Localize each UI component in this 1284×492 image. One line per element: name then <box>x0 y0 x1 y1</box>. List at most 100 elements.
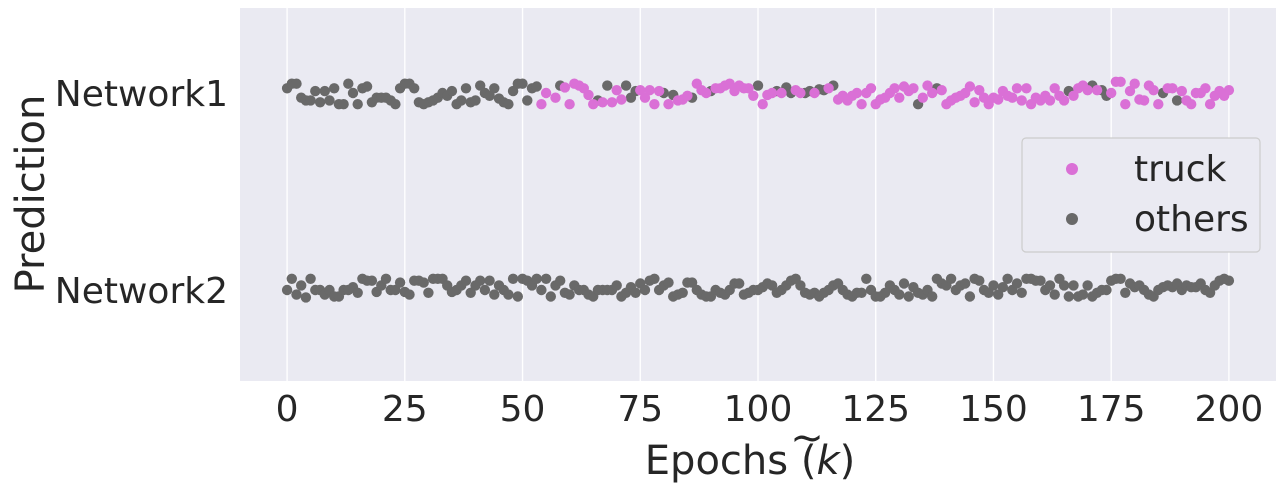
data-point-truck <box>1049 83 1060 94</box>
x-gridlines <box>286 8 1230 381</box>
x-axis-label: Epochs (k) <box>645 438 855 484</box>
data-point-others <box>319 85 330 97</box>
data-point-truck <box>653 85 665 97</box>
data-point-truck <box>559 82 571 93</box>
data-point-truck <box>583 89 594 101</box>
data-point-others <box>1002 273 1013 284</box>
data-point-others <box>898 278 910 289</box>
data-point-others <box>531 273 542 284</box>
data-point-others <box>517 78 528 89</box>
data-point-others <box>446 85 458 97</box>
data-point-truck <box>588 99 599 110</box>
data-point-others <box>503 99 514 110</box>
data-point-others <box>1063 291 1075 302</box>
x-tick-label: 25 <box>382 389 428 430</box>
data-point-others <box>456 95 467 106</box>
legend-marker-others <box>1066 213 1078 225</box>
data-point-truck <box>606 97 618 108</box>
data-point-others <box>960 278 971 289</box>
data-point-truck <box>969 97 980 108</box>
x-axis-label-tilde: ~ <box>790 415 824 461</box>
data-point-truck <box>1153 99 1164 110</box>
data-point-others <box>352 287 363 298</box>
data-point-others <box>484 90 495 102</box>
y-tick-label: Network1 <box>55 74 228 115</box>
data-point-truck <box>1186 99 1197 110</box>
data-point-others <box>1101 284 1112 296</box>
data-point-truck <box>1068 90 1079 102</box>
legend-marker-truck <box>1066 163 1078 175</box>
data-point-others <box>484 275 495 286</box>
x-tick-label: 150 <box>959 389 1028 430</box>
data-point-others <box>296 280 307 291</box>
data-point-others <box>686 277 698 288</box>
data-point-others <box>460 275 472 286</box>
data-point-truck <box>724 78 735 89</box>
data-point-others <box>734 278 745 289</box>
legend-label-others: others <box>1134 199 1249 240</box>
data-point-truck <box>936 85 947 96</box>
data-point-others <box>545 291 556 302</box>
data-point-truck <box>964 81 976 92</box>
y-axis-label: Prediction <box>8 95 54 294</box>
data-point-others <box>983 287 994 298</box>
data-point-truck <box>536 99 547 110</box>
legend-box <box>1021 137 1261 253</box>
data-point-truck <box>1016 95 1027 106</box>
x-tick-label: 75 <box>617 389 663 430</box>
data-point-truck <box>1120 99 1131 110</box>
data-point-others <box>649 273 660 284</box>
x-tick-label: 125 <box>841 389 910 430</box>
data-point-others <box>540 273 552 284</box>
data-point-others <box>997 282 1009 293</box>
data-point-others <box>1204 287 1216 298</box>
x-tick-label: 200 <box>1195 389 1264 430</box>
data-point-others <box>639 284 651 296</box>
data-point-others <box>1115 273 1126 284</box>
data-point-truck <box>1167 83 1178 94</box>
data-point-others <box>1011 278 1023 289</box>
data-point-truck <box>917 92 928 103</box>
data-point-others <box>475 275 486 286</box>
data-point-others <box>752 80 764 91</box>
data-point-truck <box>644 85 655 96</box>
data-point-others <box>390 284 401 296</box>
data-point-others <box>479 284 491 296</box>
data-point-others <box>555 275 566 286</box>
data-point-truck <box>597 97 608 108</box>
x-tick-label: 0 <box>276 389 299 430</box>
data-point-truck <box>1044 95 1056 106</box>
data-point-others <box>536 284 547 296</box>
data-point-truck <box>908 83 919 94</box>
data-point-others <box>630 287 641 298</box>
data-point-others <box>470 95 481 106</box>
data-point-truck <box>856 99 867 110</box>
data-point-others <box>531 81 542 92</box>
data-point-truck <box>1204 99 1216 110</box>
data-point-others <box>361 81 373 92</box>
data-point-others <box>974 275 985 286</box>
data-point-others <box>1171 95 1183 106</box>
data-point-truck <box>809 87 820 99</box>
data-point-others <box>861 273 872 284</box>
data-point-truck <box>1124 85 1136 97</box>
data-point-truck <box>682 90 693 102</box>
legend: truck others <box>1021 137 1261 253</box>
data-point-others <box>460 83 472 94</box>
data-point-truck <box>639 92 651 103</box>
data-point-others <box>856 287 867 298</box>
data-point-others <box>314 97 326 108</box>
x-tick-label: 175 <box>1077 389 1146 430</box>
data-point-others <box>611 280 622 291</box>
data-point-truck <box>1106 87 1117 99</box>
data-point-others <box>291 289 302 300</box>
data-point-truck <box>701 87 712 99</box>
data-point-others <box>964 291 976 302</box>
data-point-truck <box>865 83 877 94</box>
data-point-truck <box>743 83 754 94</box>
data-point-others <box>310 85 321 97</box>
data-point-others <box>1035 275 1046 286</box>
data-point-truck <box>776 87 787 99</box>
data-point-others <box>522 95 533 106</box>
